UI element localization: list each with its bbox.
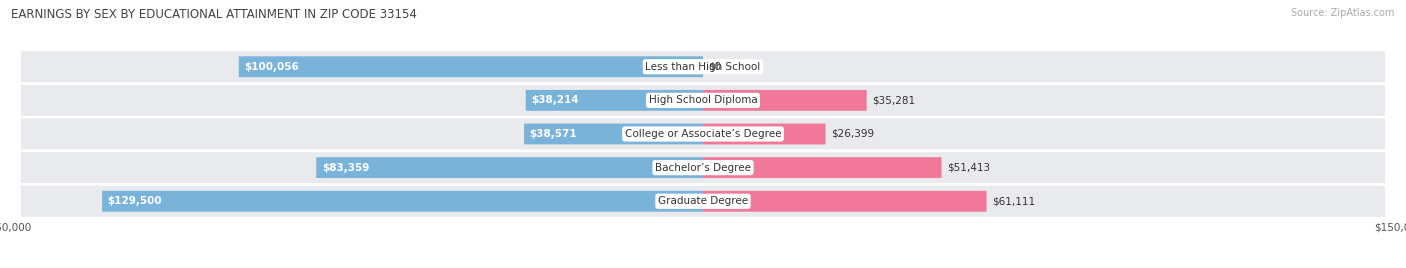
Text: Graduate Degree: Graduate Degree bbox=[658, 196, 748, 206]
FancyBboxPatch shape bbox=[703, 124, 825, 144]
FancyBboxPatch shape bbox=[21, 152, 1385, 183]
FancyBboxPatch shape bbox=[524, 124, 703, 144]
FancyBboxPatch shape bbox=[21, 118, 1385, 150]
FancyBboxPatch shape bbox=[316, 157, 703, 178]
Text: $35,281: $35,281 bbox=[872, 95, 915, 105]
Text: $83,359: $83,359 bbox=[322, 163, 370, 173]
FancyBboxPatch shape bbox=[21, 85, 1385, 116]
FancyBboxPatch shape bbox=[703, 191, 987, 212]
Text: Bachelor’s Degree: Bachelor’s Degree bbox=[655, 163, 751, 173]
Text: $61,111: $61,111 bbox=[993, 196, 1035, 206]
FancyBboxPatch shape bbox=[703, 157, 942, 178]
FancyBboxPatch shape bbox=[21, 186, 1385, 217]
Text: High School Diploma: High School Diploma bbox=[648, 95, 758, 105]
FancyBboxPatch shape bbox=[526, 90, 703, 111]
Text: College or Associate’s Degree: College or Associate’s Degree bbox=[624, 129, 782, 139]
Text: $26,399: $26,399 bbox=[831, 129, 875, 139]
Text: $129,500: $129,500 bbox=[108, 196, 162, 206]
Text: $51,413: $51,413 bbox=[948, 163, 990, 173]
FancyBboxPatch shape bbox=[103, 191, 703, 212]
FancyBboxPatch shape bbox=[21, 51, 1385, 82]
Text: $0: $0 bbox=[709, 62, 721, 72]
Text: $38,214: $38,214 bbox=[531, 95, 579, 105]
FancyBboxPatch shape bbox=[703, 90, 866, 111]
Text: $100,056: $100,056 bbox=[245, 62, 299, 72]
Text: EARNINGS BY SEX BY EDUCATIONAL ATTAINMENT IN ZIP CODE 33154: EARNINGS BY SEX BY EDUCATIONAL ATTAINMEN… bbox=[11, 8, 418, 21]
FancyBboxPatch shape bbox=[239, 56, 703, 77]
Text: $38,571: $38,571 bbox=[530, 129, 578, 139]
Text: Source: ZipAtlas.com: Source: ZipAtlas.com bbox=[1291, 8, 1395, 18]
Text: Less than High School: Less than High School bbox=[645, 62, 761, 72]
